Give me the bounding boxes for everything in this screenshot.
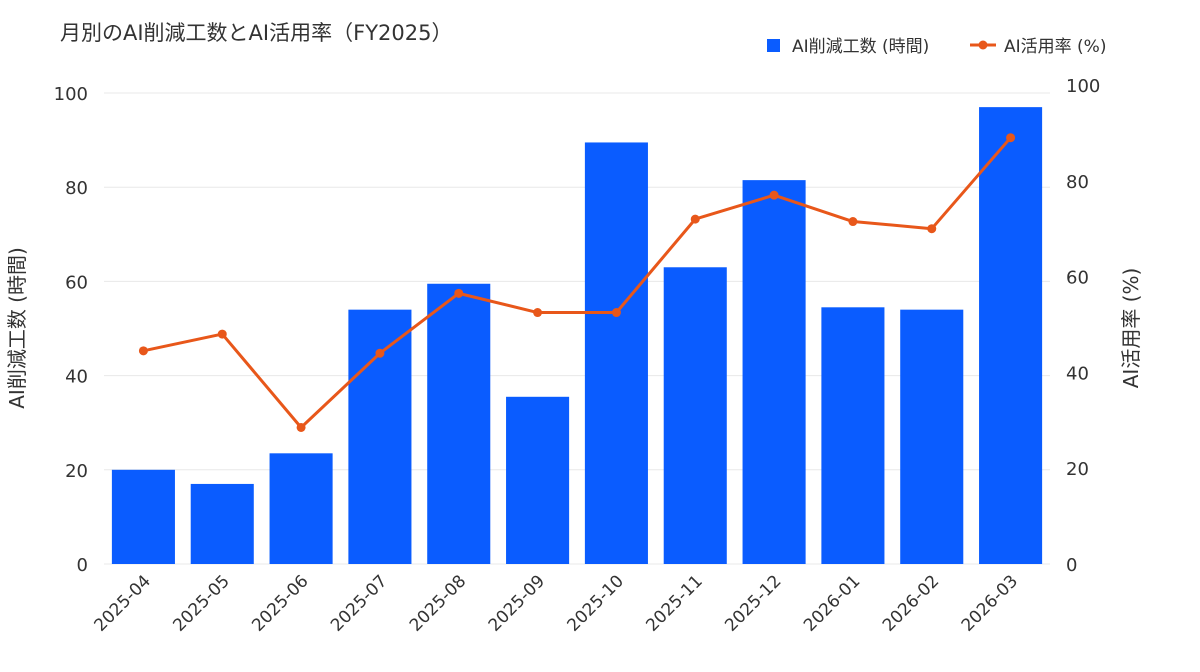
legend-bar-swatch xyxy=(767,39,780,52)
line-point xyxy=(454,288,464,298)
x-tick-label: 2026-03 xyxy=(958,571,1022,635)
bar xyxy=(348,309,412,564)
legend-bar-label: AI削減工数 (時間) xyxy=(792,37,929,57)
bar xyxy=(111,469,175,564)
left-tick-label: 60 xyxy=(65,272,88,293)
x-tick-label: 2025-12 xyxy=(721,571,785,635)
line-point xyxy=(769,190,779,200)
right-axis-title: AI活用率 (%) xyxy=(1119,268,1143,389)
x-tick-label: 2025-08 xyxy=(406,571,470,635)
bar xyxy=(190,483,254,564)
x-tick-label: 2025-06 xyxy=(248,571,312,635)
line-point xyxy=(375,348,385,358)
left-axis-ticks: 0 20 40 60 80 100 xyxy=(54,84,88,576)
right-tick-label: 100 xyxy=(1066,76,1100,97)
bar-series xyxy=(111,107,1043,564)
x-tick-label: 2025-11 xyxy=(642,571,706,635)
bar xyxy=(427,283,491,564)
x-tick-label: 2026-01 xyxy=(800,571,864,635)
bar xyxy=(900,309,964,564)
right-tick-label: 80 xyxy=(1066,172,1089,193)
series-line xyxy=(143,136,1012,429)
left-tick-label: 80 xyxy=(65,178,88,199)
legend: AI削減工数 (時間) AI活用率 (%) xyxy=(767,37,1106,57)
x-tick-label: 2025-10 xyxy=(564,571,628,635)
bar xyxy=(663,267,727,564)
line-point xyxy=(1006,133,1016,143)
line-point xyxy=(138,346,148,356)
left-axis-title: AI削減工数 (時間) xyxy=(5,247,29,409)
right-tick-label: 60 xyxy=(1066,268,1089,289)
x-tick-label: 2025-07 xyxy=(327,571,391,635)
x-axis-ticks: 2025-04 2025-05 2025-06 2025-07 2025-08 2025-… xyxy=(91,571,1023,635)
left-tick-label: 20 xyxy=(65,461,88,482)
line-point xyxy=(217,329,227,339)
right-tick-label: 20 xyxy=(1066,459,1089,480)
line-point xyxy=(690,214,700,224)
legend-line-marker xyxy=(978,40,988,50)
line-point xyxy=(533,308,543,318)
bar xyxy=(269,453,333,564)
right-axis-ticks: 0 20 40 60 80 100 xyxy=(1066,76,1100,576)
line-point xyxy=(296,422,306,432)
x-tick-label: 2025-04 xyxy=(91,571,155,635)
line-point xyxy=(848,217,858,227)
line-point xyxy=(611,308,621,318)
bar xyxy=(506,396,570,564)
chart-title: 月別のAI削減工数とAI活用率（FY2025） xyxy=(60,21,452,45)
bar xyxy=(821,307,885,564)
left-tick-label: 100 xyxy=(54,84,88,105)
legend-line-label: AI活用率 (%) xyxy=(1004,37,1106,57)
left-tick-label: 40 xyxy=(65,367,88,388)
bar xyxy=(979,107,1043,564)
x-tick-label: 2026-02 xyxy=(879,571,943,635)
right-tick-label: 0 xyxy=(1066,555,1077,576)
gridlines xyxy=(104,92,1050,565)
line-series xyxy=(138,133,1016,432)
x-tick-label: 2025-05 xyxy=(169,571,233,635)
bar xyxy=(742,180,806,564)
right-tick-label: 40 xyxy=(1066,363,1089,384)
x-tick-label: 2025-09 xyxy=(485,571,549,635)
line-point xyxy=(927,224,937,234)
bar xyxy=(584,142,648,564)
left-tick-label: 0 xyxy=(77,555,88,576)
